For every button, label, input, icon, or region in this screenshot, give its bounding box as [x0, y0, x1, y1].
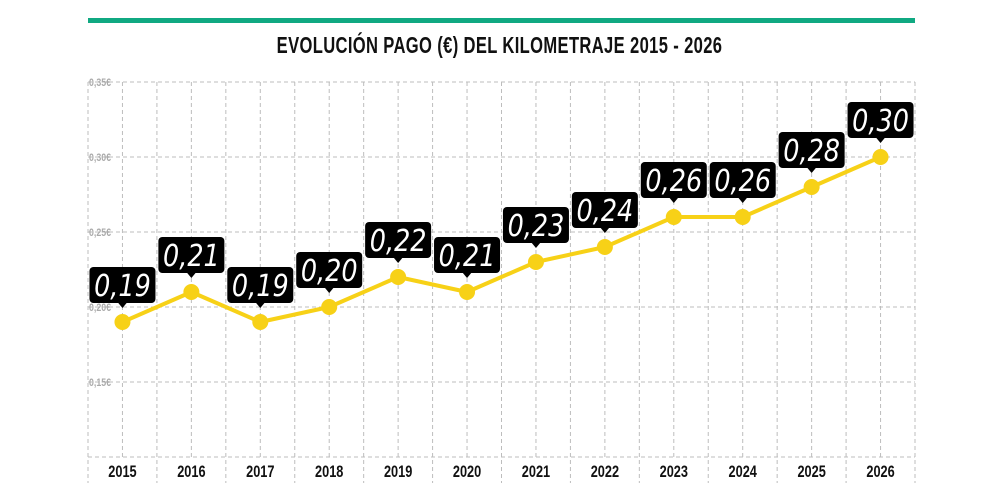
- data-label: 0,19: [232, 268, 289, 304]
- data-point: [872, 149, 889, 165]
- data-label-pointer: [668, 197, 679, 203]
- data-label-box: [571, 192, 638, 228]
- x-tick-label: 2024: [729, 462, 758, 481]
- x-tick-label: 2025: [797, 462, 825, 481]
- data-label: 0,23: [508, 208, 565, 244]
- data-label-pointer: [599, 227, 610, 233]
- data-label-box: [434, 237, 501, 273]
- data-point: [390, 269, 407, 285]
- data-point: [803, 179, 820, 195]
- data-label-box: [640, 162, 707, 198]
- chart-title: EVOLUCIÓN PAGO (€) DEL KILOMETRAJE 2015 …: [0, 32, 1000, 59]
- data-label: 0,21: [439, 238, 496, 274]
- data-label: 0,28: [783, 133, 840, 169]
- data-label-box: [89, 267, 156, 303]
- data-label-box: [778, 132, 845, 168]
- data-point: [734, 209, 751, 225]
- accent-bar: [88, 18, 915, 23]
- data-label: 0,30: [852, 103, 909, 139]
- data-label-box: [365, 222, 432, 258]
- data-point: [321, 299, 338, 315]
- data-label-box: [847, 102, 914, 138]
- data-label-pointer: [393, 257, 404, 263]
- x-tick-label: 2020: [453, 462, 481, 481]
- data-point: [114, 314, 131, 330]
- data-label: 0,21: [163, 238, 220, 274]
- data-label-pointer: [255, 302, 266, 308]
- y-tick-label: 0,20€: [89, 302, 111, 314]
- x-tick-label: 2019: [384, 462, 412, 481]
- data-point: [183, 284, 200, 300]
- x-tick-label: 2021: [522, 462, 550, 481]
- series-line: [121, 155, 882, 324]
- data-label: 0,19: [94, 268, 151, 304]
- data-label-pointer: [117, 302, 128, 308]
- y-tick-label: 0,35€: [89, 77, 111, 89]
- data-label-pointer: [324, 287, 335, 293]
- data-label: 0,24: [576, 193, 633, 229]
- data-point: [596, 239, 613, 255]
- y-tick-label: 0,30€: [89, 152, 111, 164]
- data-label-pointer: [806, 167, 817, 173]
- data-label-box: [158, 237, 225, 273]
- data-label: 0,26: [714, 163, 771, 199]
- data-label-box: [227, 267, 294, 303]
- x-tick-label: 2022: [591, 462, 619, 481]
- data-label-pointer: [875, 137, 886, 143]
- y-tick-label: 0,25€: [89, 227, 111, 239]
- data-point: [665, 209, 682, 225]
- data-label-box: [502, 207, 569, 243]
- x-tick-label: 2017: [246, 462, 274, 481]
- y-tick-label: 0,15€: [89, 377, 111, 389]
- data-point: [459, 284, 476, 300]
- x-tick-label: 2016: [177, 462, 205, 481]
- x-tick-label: 2026: [866, 462, 894, 481]
- x-tick-label: 2018: [315, 462, 343, 481]
- x-tick-label: 2015: [108, 462, 136, 481]
- data-point: [252, 314, 269, 330]
- data-label-pointer: [737, 197, 748, 203]
- chart-title-text: EVOLUCIÓN PAGO (€) DEL KILOMETRAJE 2015 …: [277, 32, 723, 58]
- data-label-pointer: [462, 272, 473, 278]
- data-label-pointer: [530, 242, 541, 248]
- data-label: 0,26: [645, 163, 702, 199]
- data-label-pointer: [186, 272, 197, 278]
- data-label: 0,22: [370, 223, 427, 259]
- data-label: 0,20: [301, 253, 358, 289]
- data-label-box: [709, 162, 776, 198]
- data-label-box: [296, 252, 363, 288]
- x-tick-label: 2023: [660, 462, 688, 481]
- data-point: [527, 254, 544, 270]
